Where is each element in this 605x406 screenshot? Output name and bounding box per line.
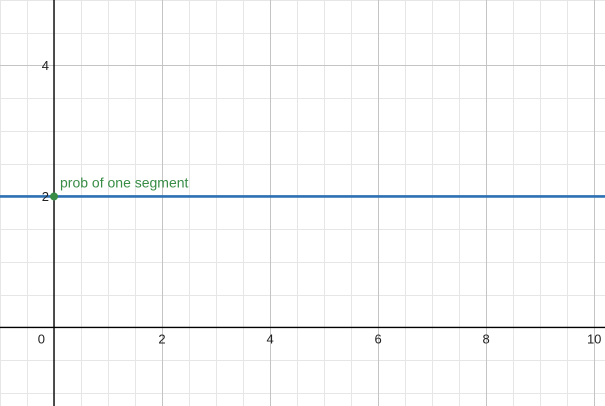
point-marker-0[interactable] <box>50 192 59 201</box>
x-tick-label-4: 4 <box>266 331 273 346</box>
y-tick-label-2: 2 <box>42 189 49 204</box>
points-layer: prob of one segment <box>50 174 189 201</box>
point-label-0: prob of one segment <box>60 174 189 190</box>
x-tick-label-2: 2 <box>158 331 165 346</box>
tick-labels: 0 2 4 6 8 10 2 4 <box>38 58 602 346</box>
y-tick-label-4: 4 <box>42 58 49 73</box>
x-tick-label-8: 8 <box>483 331 490 346</box>
x-tick-label-6: 6 <box>375 331 382 346</box>
x-tick-label-10: 10 <box>587 331 601 346</box>
x-tick-label-0: 0 <box>38 331 45 346</box>
